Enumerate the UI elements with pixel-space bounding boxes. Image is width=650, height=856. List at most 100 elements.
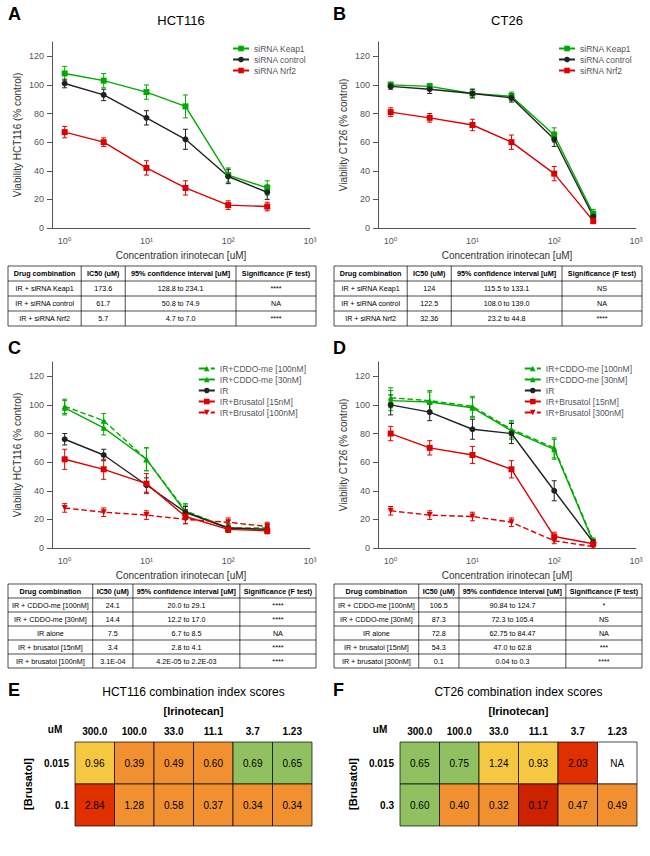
svg-text:300.0: 300.0 [407, 726, 432, 737]
svg-text:6.7 to 8.5: 6.7 to 8.5 [171, 629, 201, 638]
svg-text:Significance (F test): Significance (F test) [570, 587, 639, 596]
svg-text:20: 20 [360, 194, 370, 204]
svg-text:72.3 to 105.4: 72.3 to 105.4 [491, 615, 533, 624]
svg-text:300.0: 300.0 [82, 726, 107, 737]
svg-text:0.49: 0.49 [164, 758, 184, 769]
svg-text:Concentration irinotecan [uM]: Concentration irinotecan [uM] [442, 570, 573, 581]
svg-text:11.1: 11.1 [204, 726, 223, 737]
svg-text:IR+Brusatol [15nM]: IR+Brusatol [15nM] [220, 397, 293, 407]
svg-text:10²: 10² [222, 556, 235, 566]
svg-text:NS: NS [599, 615, 609, 624]
svg-text:0.34: 0.34 [283, 800, 303, 811]
svg-text:A: A [8, 4, 21, 24]
svg-text:24.1: 24.1 [106, 601, 120, 610]
svg-text:100: 100 [355, 400, 370, 410]
svg-text:10³: 10³ [303, 236, 316, 246]
svg-text:IR+CDDO-me [100nM]: IR+CDDO-me [100nM] [220, 364, 306, 374]
svg-text:0: 0 [39, 543, 44, 553]
svg-text:20: 20 [34, 514, 44, 524]
svg-text:3.7: 3.7 [571, 726, 585, 737]
svg-text:IR+CDDO-me [30nM]: IR+CDDO-me [30nM] [220, 375, 301, 385]
svg-text:3.4: 3.4 [108, 643, 118, 652]
svg-text:CT26 combination index scores: CT26 combination index scores [434, 685, 602, 699]
svg-text:IR + CDDO-me [30nM]: IR + CDDO-me [30nM] [340, 615, 413, 624]
svg-text:****: **** [272, 601, 283, 610]
svg-text:60: 60 [360, 457, 370, 467]
svg-text:0.1: 0.1 [55, 800, 69, 811]
svg-text:IR + brusatol [300nM]: IR + brusatol [300nM] [342, 657, 411, 666]
svg-text:10⁰: 10⁰ [384, 236, 398, 246]
svg-text:[Brusatol]: [Brusatol] [347, 758, 359, 810]
svg-text:E: E [8, 680, 20, 700]
svg-text:0.49: 0.49 [608, 800, 628, 811]
svg-text:10²: 10² [222, 236, 235, 246]
svg-text:****: **** [596, 314, 607, 323]
svg-text:173.6: 173.6 [94, 284, 112, 293]
svg-text:54.3: 54.3 [432, 643, 446, 652]
svg-text:IC50 (uM): IC50 (uM) [97, 587, 130, 596]
svg-text:1.23: 1.23 [608, 726, 628, 737]
svg-text:Viability HCT116 (% control): Viability HCT116 (% control) [12, 393, 23, 518]
svg-text:siRNA Keap1: siRNA Keap1 [580, 44, 631, 54]
svg-text:10⁰: 10⁰ [58, 556, 72, 566]
svg-text:3.1E-04: 3.1E-04 [100, 657, 125, 666]
svg-text:40: 40 [360, 486, 370, 496]
svg-text:NA: NA [273, 629, 283, 638]
svg-text:IR + siRNA control: IR + siRNA control [341, 299, 400, 308]
svg-text:HCT116 combination index score: HCT116 combination index scores [102, 685, 285, 699]
svg-text:10¹: 10¹ [466, 556, 479, 566]
svg-text:[Irinotecan]: [Irinotecan] [164, 705, 224, 717]
svg-text:50.8 to 74.9: 50.8 to 74.9 [162, 299, 200, 308]
svg-text:95% confidence interval [uM]: 95% confidence interval [uM] [457, 269, 556, 278]
svg-text:IR + brusatol [15nM]: IR + brusatol [15nM] [344, 643, 409, 652]
svg-text:0.65: 0.65 [410, 758, 430, 769]
svg-text:IR + siRNA Nrf2: IR + siRNA Nrf2 [19, 314, 70, 323]
svg-text:Significance (F test): Significance (F test) [242, 269, 311, 278]
svg-text:IR: IR [220, 386, 229, 396]
svg-text:IR+CDDO-me [100nM]: IR+CDDO-me [100nM] [546, 364, 632, 374]
svg-text:IR + CDDO-me [100nM]: IR + CDDO-me [100nM] [338, 601, 415, 610]
svg-text:IR + siRNA control: IR + siRNA control [15, 299, 74, 308]
svg-text:IC50 (uM): IC50 (uM) [87, 269, 120, 278]
svg-text:60: 60 [360, 137, 370, 147]
svg-text:100.0: 100.0 [447, 726, 472, 737]
svg-text:95% confidence interval [uM]: 95% confidence interval [uM] [137, 587, 236, 596]
svg-text:uM: uM [373, 724, 387, 735]
svg-text:0.40: 0.40 [450, 800, 470, 811]
svg-text:uM: uM [48, 724, 62, 735]
svg-text:IR + siRNA Keap1: IR + siRNA Keap1 [16, 284, 74, 293]
svg-text:1.23: 1.23 [283, 726, 303, 737]
svg-text:0.37: 0.37 [204, 800, 224, 811]
svg-text:120: 120 [29, 51, 44, 61]
svg-text:33.0: 33.0 [164, 726, 184, 737]
svg-text:0.34: 0.34 [243, 800, 263, 811]
svg-text:47.0 to 62.8: 47.0 to 62.8 [493, 643, 531, 652]
svg-text:siRNA control: siRNA control [254, 55, 306, 65]
svg-text:108.0 to 139.0: 108.0 to 139.0 [484, 299, 530, 308]
svg-text:40: 40 [34, 166, 44, 176]
svg-text:***: *** [600, 643, 609, 652]
svg-text:****: **** [270, 314, 281, 323]
svg-text:32.36: 32.36 [420, 314, 438, 323]
svg-text:0.75: 0.75 [450, 758, 470, 769]
svg-text:128.8 to 234.1: 128.8 to 234.1 [158, 284, 204, 293]
svg-text:2.8 to 4.1: 2.8 to 4.1 [171, 643, 201, 652]
svg-text:CT26: CT26 [491, 13, 523, 28]
svg-text:10¹: 10¹ [466, 236, 479, 246]
svg-text:100: 100 [29, 80, 44, 90]
svg-text:IR + brusatol [15nM]: IR + brusatol [15nM] [18, 643, 83, 652]
svg-text:124: 124 [423, 284, 435, 293]
svg-text:IR alone: IR alone [363, 629, 390, 638]
svg-text:62.75 to 84.47: 62.75 to 84.47 [489, 629, 535, 638]
svg-text:IR + brusatol [100nM]: IR + brusatol [100nM] [16, 657, 85, 666]
svg-text:Concentration irinotecan [uM]: Concentration irinotecan [uM] [116, 250, 247, 261]
svg-text:2.03: 2.03 [568, 758, 588, 769]
svg-text:NA: NA [597, 299, 607, 308]
svg-text:10¹: 10¹ [140, 556, 153, 566]
svg-text:20: 20 [360, 514, 370, 524]
svg-text:120: 120 [355, 371, 370, 381]
svg-text:7.5: 7.5 [108, 629, 118, 638]
svg-text:IR+CDDO-me [30nM]: IR+CDDO-me [30nM] [546, 375, 627, 385]
svg-text:10⁰: 10⁰ [58, 236, 72, 246]
svg-text:*: * [603, 601, 606, 610]
